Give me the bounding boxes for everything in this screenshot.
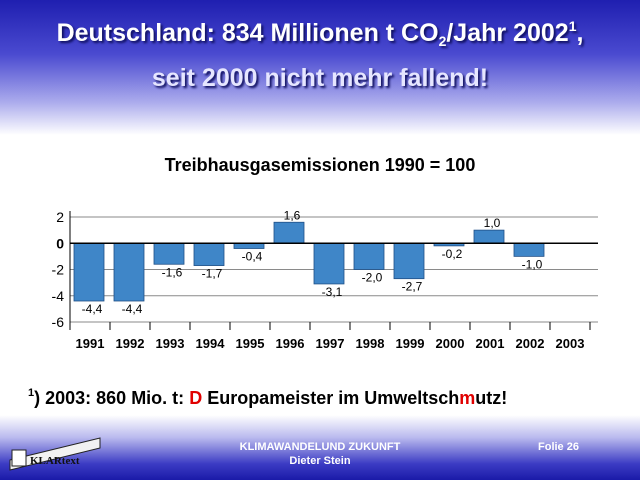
slide-title: Deutschland: 834 Millionen t CO2/Jahr 20… xyxy=(0,8,640,97)
x-tick-label: 2001 xyxy=(476,336,505,351)
bar xyxy=(113,242,145,302)
slide-number: Folie 26 xyxy=(538,441,579,453)
y-tick-label: 0 xyxy=(56,235,64,251)
x-tick-label: 1998 xyxy=(356,336,385,351)
data-label: -0,4 xyxy=(242,250,263,264)
x-tick-label: 1999 xyxy=(396,336,425,351)
bar xyxy=(73,242,105,302)
bar xyxy=(313,242,345,285)
footer-course: KLIMAWANDELUND ZUKUNFT xyxy=(239,441,401,453)
data-label: -1,0 xyxy=(522,257,543,271)
x-tick-label: 1995 xyxy=(236,336,265,351)
x-tick-label: 1997 xyxy=(316,336,345,351)
x-tick-label: 2003 xyxy=(556,336,585,351)
bar xyxy=(273,221,305,244)
bar xyxy=(353,242,385,270)
data-label: -2,0 xyxy=(362,271,383,285)
bar xyxy=(153,242,185,265)
bar xyxy=(393,242,425,280)
data-label: -1,7 xyxy=(202,267,223,281)
klartext-logo: KLARtext xyxy=(9,437,101,471)
y-tick-label: -2 xyxy=(52,262,65,278)
bar xyxy=(193,242,225,266)
footer-background xyxy=(0,415,640,480)
header-background xyxy=(0,0,640,135)
title-line-2: seit 2000 nicht mehr fallend! xyxy=(151,64,489,92)
y-tick-label: -4 xyxy=(52,288,65,304)
data-label: -1,6 xyxy=(162,265,183,279)
x-tick-label: 2002 xyxy=(516,336,545,351)
footnote: 1) 2003: 860 Mio. t: D Europameister im … xyxy=(28,387,508,408)
data-label: -3,1 xyxy=(322,285,343,299)
x-tick-label: 1994 xyxy=(196,336,226,351)
data-label: -2,7 xyxy=(402,280,423,294)
data-label: 1,6 xyxy=(284,208,301,222)
x-tick-label: 2000 xyxy=(436,336,465,351)
bar xyxy=(473,229,505,244)
logo-text: KLARtext xyxy=(30,455,80,467)
x-tick-label: 1991 xyxy=(76,336,105,351)
title-line-1: Deutschland: 834 Millionen t CO2/Jahr 20… xyxy=(56,18,584,49)
x-tick-label: 1992 xyxy=(116,336,145,351)
x-tick-label: 1996 xyxy=(276,336,305,351)
bar-chart: 2 0 -2 -4 -6 -4,4 1991 -4,4 1992 -1,6 1993 -1,7 1994… xyxy=(52,208,598,351)
data-label: -4,4 xyxy=(82,302,103,316)
y-tick-label: -6 xyxy=(52,314,65,330)
footer-credit: KLIMAWANDELUND ZUKUNFT Dieter Stein xyxy=(180,440,460,468)
footer-author: Dieter Stein xyxy=(289,455,351,467)
data-label: 1,0 xyxy=(484,216,501,230)
x-tick-label: 1993 xyxy=(156,336,185,351)
bar xyxy=(513,242,545,257)
data-label: -4,4 xyxy=(122,302,143,316)
chart-title: Treibhausgasemissionen 1990 = 100 xyxy=(164,155,476,175)
data-label: -0,2 xyxy=(442,247,463,261)
y-tick-label: 2 xyxy=(56,209,64,225)
